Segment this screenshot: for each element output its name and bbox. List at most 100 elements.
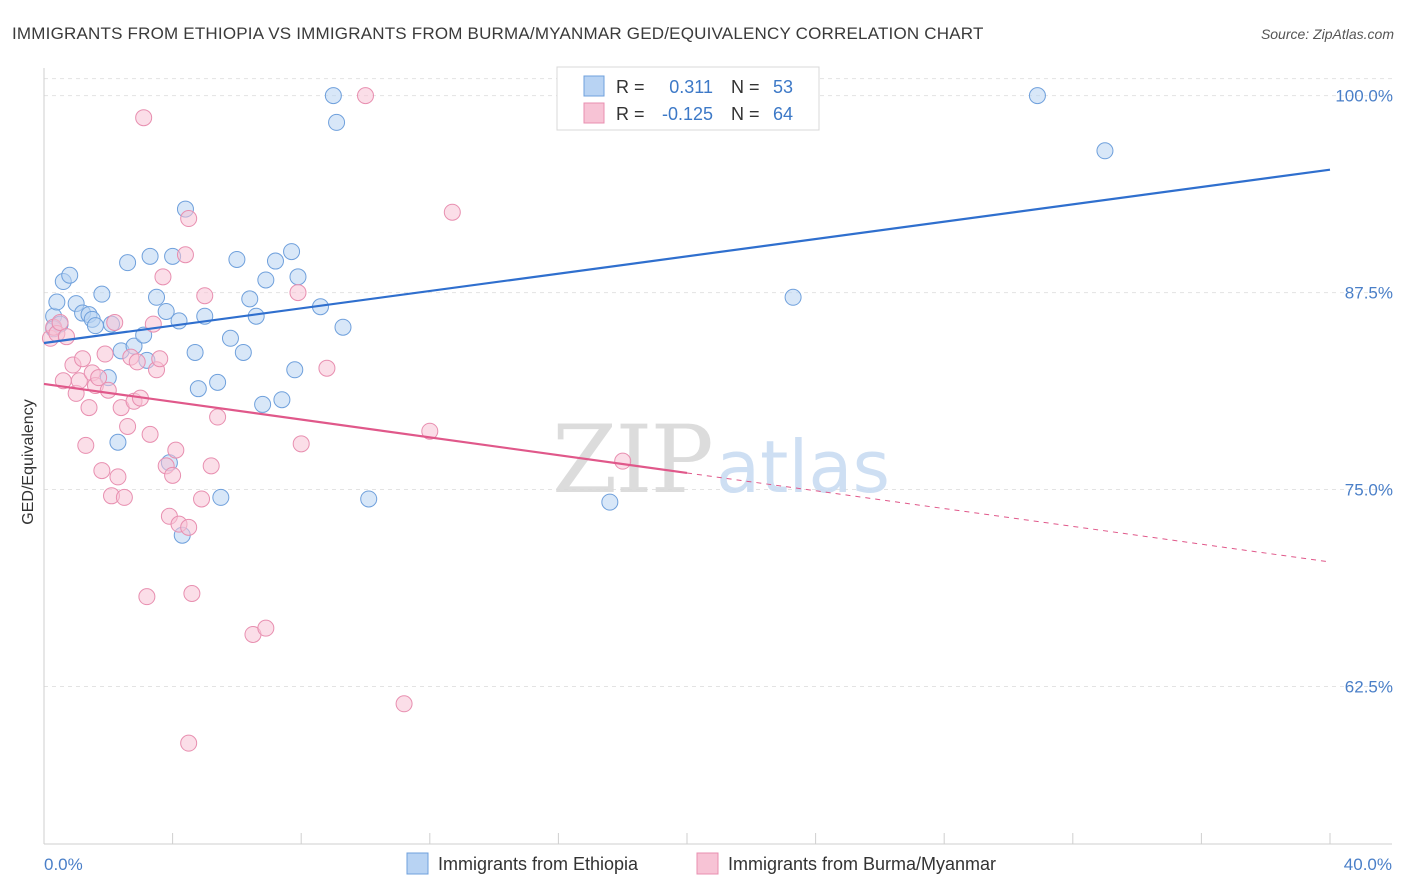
point-burma [176, 246, 194, 264]
point-burma [99, 381, 117, 399]
trend-line-burma [43, 382, 688, 475]
point-ethiopia [221, 329, 239, 347]
point-burma [193, 490, 211, 508]
point-burma [318, 359, 336, 377]
point-ethiopia [189, 380, 207, 398]
point-burma [128, 353, 146, 371]
point-burma [115, 488, 133, 506]
point-ethiopia [48, 293, 66, 311]
point-burma [395, 695, 413, 713]
axes: 62.5% 75.0% 87.5% 100.0% [43, 68, 1393, 845]
point-ethiopia [234, 343, 252, 361]
point-ethiopia [1028, 87, 1046, 105]
point-burma [257, 619, 275, 637]
point-burma [80, 399, 98, 417]
y-tick-label: 100.0% [1335, 87, 1393, 106]
data-points [41, 87, 1114, 752]
point-burma [209, 408, 227, 426]
gridlines [44, 78, 1392, 687]
legend-r-label-ethiopia: R = [616, 77, 645, 97]
point-burma [167, 441, 185, 459]
legend-swatch-burma [583, 102, 605, 124]
point-ethiopia [86, 317, 104, 335]
point-burma [154, 268, 172, 286]
chart-title: IMMIGRANTS FROM ETHIOPIA VS IMMIGRANTS F… [12, 24, 984, 43]
point-burma [93, 462, 111, 480]
y-tick-label: 75.0% [1345, 481, 1393, 500]
bottom-legend-swatch-ethiopia [406, 852, 429, 875]
point-burma [202, 457, 220, 475]
legend-swatch-ethiopia [583, 75, 605, 97]
point-burma [164, 466, 182, 484]
bottom-legend-label-burma: Immigrants from Burma/Myanmar [728, 854, 996, 874]
point-ethiopia [141, 247, 159, 265]
legend-n-label-ethiopia: N = [731, 77, 760, 97]
point-burma [183, 584, 201, 602]
point-burma [289, 284, 307, 302]
legend-box: R = 0.311 N = 53 R = -0.125 N = 64 [556, 66, 820, 131]
point-ethiopia [241, 290, 259, 308]
point-ethiopia [119, 254, 137, 272]
legend-n-label-burma: N = [731, 104, 760, 124]
point-burma [74, 350, 92, 368]
y-tick-label: 87.5% [1345, 284, 1393, 303]
trend-line-ethiopia [43, 168, 1331, 345]
point-burma [292, 435, 310, 453]
point-burma [90, 369, 108, 387]
point-burma [138, 588, 156, 606]
point-ethiopia [273, 391, 291, 409]
point-burma [96, 345, 114, 363]
point-burma [77, 436, 95, 454]
point-burma [443, 203, 461, 221]
point-burma [180, 734, 198, 752]
point-burma [135, 109, 153, 127]
point-ethiopia [257, 271, 275, 289]
point-burma [119, 417, 137, 435]
watermark: ZIP atlas [552, 406, 890, 515]
point-ethiopia [109, 433, 127, 451]
bottom-legend-label-ethiopia: Immigrants from Ethiopia [438, 854, 639, 874]
point-ethiopia [334, 318, 352, 336]
point-ethiopia [283, 243, 301, 261]
point-burma [58, 328, 76, 346]
point-burma [151, 350, 169, 368]
trend-lines [43, 168, 1331, 563]
point-ethiopia [61, 266, 79, 284]
point-ethiopia [254, 395, 272, 413]
point-ethiopia [328, 113, 346, 131]
legend-n-value-ethiopia: 53 [773, 77, 793, 97]
legend-r-label-burma: R = [616, 104, 645, 124]
point-ethiopia [186, 343, 204, 361]
point-burma [180, 210, 198, 228]
bottom-legend-swatch-burma [696, 852, 719, 875]
point-burma [196, 287, 214, 305]
point-ethiopia [228, 250, 246, 268]
point-ethiopia [266, 252, 284, 270]
point-ethiopia [289, 268, 307, 286]
point-ethiopia [286, 361, 304, 379]
x-tick-label-max: 40.0% [1344, 855, 1392, 874]
point-burma [357, 87, 374, 105]
watermark-zip: ZIP [552, 406, 712, 515]
y-tick-label: 62.5% [1345, 677, 1393, 696]
point-ethiopia [93, 285, 111, 303]
point-burma [109, 468, 127, 486]
point-ethiopia [212, 488, 230, 506]
point-burma [51, 314, 69, 332]
point-ethiopia [1096, 142, 1114, 160]
point-burma [421, 422, 439, 440]
legend-n-value-burma: 64 [773, 104, 793, 124]
y-axis-label: GED/Equivalency [20, 399, 37, 524]
watermark-atlas: atlas [716, 425, 890, 509]
x-tick-label-min: 0.0% [44, 855, 83, 874]
point-ethiopia [601, 493, 619, 511]
point-burma [106, 314, 124, 332]
chart-source: Source: ZipAtlas.com [1261, 26, 1394, 42]
trend-line-burma-dashed [686, 472, 1331, 563]
point-ethiopia [209, 373, 227, 391]
point-burma [141, 425, 159, 443]
point-ethiopia [157, 302, 175, 320]
point-ethiopia [324, 87, 342, 105]
point-burma [614, 452, 632, 470]
